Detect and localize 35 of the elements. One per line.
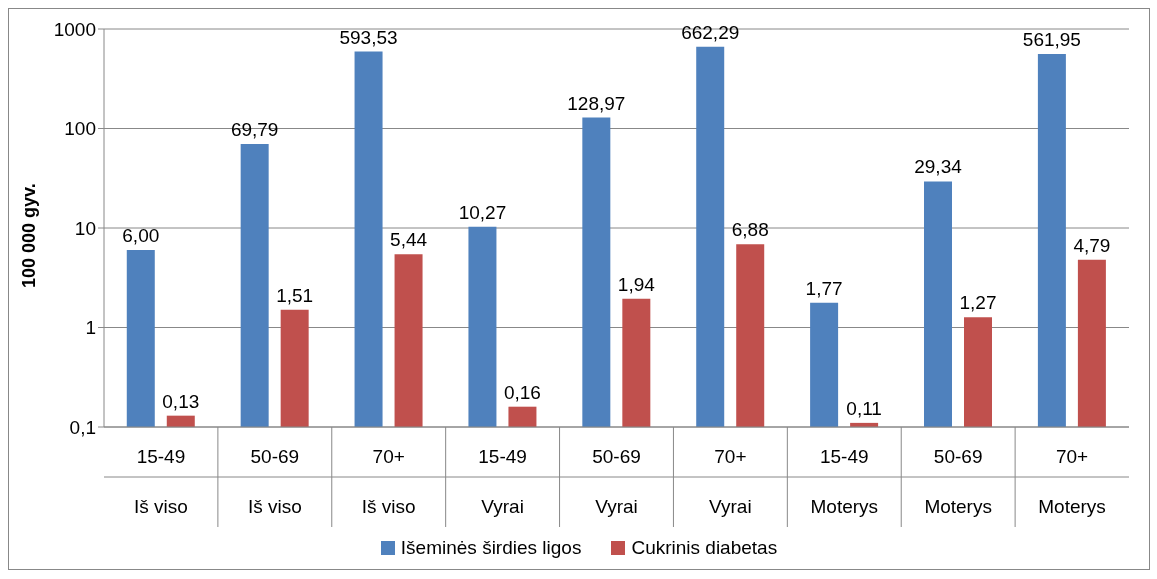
data-label: 29,34 [914,156,963,178]
data-label: 6,88 [731,219,769,241]
y-tick-label: 1000 [53,18,96,40]
data-label: 69,79 [230,119,279,141]
legend-label: Cukrinis diabetas [630,537,778,559]
category-label: 50-69 Vyrai [592,446,641,517]
y-tick-label: 1 [85,317,96,339]
category-label: 15-49 Iš viso [134,446,188,517]
data-label: 662,29 [681,21,740,43]
data-label: 561,95 [1022,28,1081,50]
data-label: 6,00 [122,225,160,247]
data-label: 0,11 [846,397,882,419]
legend-label: Išeminės širdies ligos [399,537,582,559]
data-label: 1,94 [617,273,656,295]
data-label: 1,77 [805,277,843,299]
category-label: 70+ Vyrai [709,446,752,517]
data-label: 128,97 [567,92,626,114]
category-label: 15-49 Vyrai [478,446,527,517]
data-label: 4,79 [1073,234,1111,256]
data-label: 593,53 [339,26,398,48]
data-label: 0,16 [503,381,541,403]
data-label: 1,27 [959,292,997,314]
category-label: 70+ Iš viso [361,446,416,517]
y-tick-label: 100 [64,118,96,140]
data-label: 1,51 [276,284,314,306]
data-label: 10,27 [458,201,507,223]
data-label: 5,44 [390,229,428,251]
data-label: 0,13 [162,390,200,412]
y-tick-label: 0,1 [69,416,96,438]
category-label: 70+ Moterys [1038,446,1106,517]
category-label: 50-69 Moterys [924,446,992,517]
category-label: 50-69 Iš viso [247,446,302,517]
y-axis-title: 100 000 gyv. [19,183,40,288]
y-tick-label: 10 [74,217,96,239]
category-label: 15-49 Moterys [810,446,879,517]
